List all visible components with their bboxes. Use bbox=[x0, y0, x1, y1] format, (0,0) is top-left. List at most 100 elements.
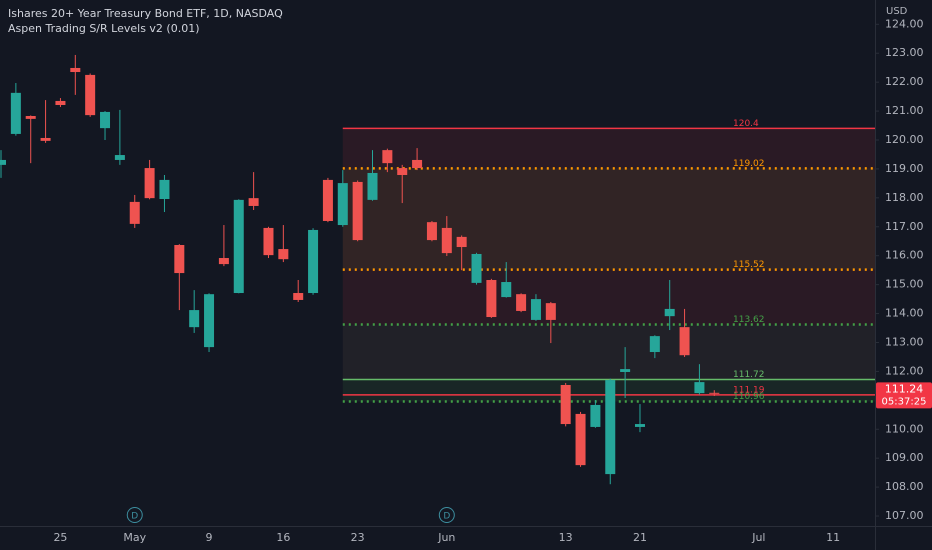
zone-fill bbox=[342, 128, 875, 169]
candle-body bbox=[189, 310, 200, 328]
y-tick-label: 108.00 bbox=[885, 480, 924, 493]
y-tick-label: 107.00 bbox=[885, 509, 924, 522]
x-tick-label: 16 bbox=[276, 531, 290, 544]
sr-level-label: 111.72 bbox=[733, 370, 765, 380]
candle-body bbox=[456, 236, 467, 248]
candle-body bbox=[575, 413, 586, 466]
candle-body bbox=[129, 201, 140, 224]
candle-body bbox=[308, 229, 319, 294]
sr-level-label: 115.52 bbox=[733, 260, 765, 270]
candle-body bbox=[248, 198, 259, 206]
zone-fill bbox=[342, 269, 875, 325]
candle-body bbox=[664, 308, 675, 317]
candle-body bbox=[204, 294, 215, 348]
candle-body bbox=[100, 111, 111, 129]
y-tick-label: 123.00 bbox=[885, 46, 924, 59]
y-tick-label: 120.00 bbox=[885, 133, 924, 146]
candle-body bbox=[263, 227, 274, 256]
last-price-box bbox=[876, 382, 932, 409]
candle-body bbox=[501, 282, 512, 298]
x-tick-label: 9 bbox=[206, 531, 213, 544]
candle-body bbox=[55, 100, 66, 105]
candle-body bbox=[545, 303, 556, 320]
event-marker bbox=[126, 507, 143, 523]
candle-body bbox=[40, 137, 51, 141]
zone-fill bbox=[342, 168, 875, 270]
candle-body bbox=[322, 179, 333, 221]
x-tick-label: Jul bbox=[751, 531, 765, 544]
event-marker bbox=[438, 507, 455, 523]
candle-body bbox=[620, 369, 631, 372]
candle-body bbox=[352, 181, 363, 241]
sr-level-label: 119.02 bbox=[733, 159, 765, 169]
y-tick-label: 122.00 bbox=[885, 75, 924, 88]
candle-body bbox=[0, 159, 6, 165]
candle-body bbox=[412, 159, 423, 169]
last-price-label: 111.24 bbox=[885, 382, 924, 395]
candle-body bbox=[337, 183, 348, 226]
sr-level-label: 113.62 bbox=[733, 315, 765, 325]
x-tick-label: Jun bbox=[437, 531, 455, 544]
currency-label: USD bbox=[886, 6, 908, 17]
candle-body bbox=[694, 382, 705, 394]
x-tick-label: 21 bbox=[633, 531, 647, 544]
y-tick-label: 110.00 bbox=[885, 422, 924, 435]
x-tick-label: 23 bbox=[351, 531, 365, 544]
x-tick-label: May bbox=[123, 531, 146, 544]
sr-level-label: 110.96 bbox=[733, 392, 765, 402]
candle-body bbox=[679, 327, 690, 356]
candle-body bbox=[382, 150, 393, 164]
plot-area: 120.4 119.02 115.52 113.62 111.72 111.19110.9… bbox=[0, 54, 875, 485]
y-tick-label: 119.00 bbox=[885, 162, 924, 175]
y-tick-label: 109.00 bbox=[885, 451, 924, 464]
y-tick-label: 116.00 bbox=[885, 249, 924, 262]
candle-body bbox=[70, 67, 81, 73]
candle-body bbox=[233, 199, 244, 294]
y-tick-label: 115.00 bbox=[885, 278, 924, 291]
candle-body bbox=[397, 168, 408, 175]
candle-body bbox=[590, 404, 601, 427]
y-tick-label: 117.00 bbox=[885, 220, 924, 233]
candle-body bbox=[159, 179, 170, 200]
countdown-label: 05:37:25 bbox=[882, 396, 927, 407]
x-tick-label: 11 bbox=[826, 531, 840, 544]
y-tick-label: 113.00 bbox=[885, 335, 924, 348]
candle-body bbox=[605, 380, 616, 475]
sr-level-label: 120.4 bbox=[733, 119, 759, 129]
y-tick-label: 114.00 bbox=[885, 307, 924, 320]
candle-body bbox=[441, 227, 452, 254]
zone-fill bbox=[342, 324, 875, 380]
candle-body bbox=[367, 172, 378, 200]
candle-body bbox=[218, 258, 229, 265]
candle-body bbox=[293, 293, 304, 300]
candle-body bbox=[560, 385, 571, 425]
candle-body bbox=[649, 336, 660, 353]
y-tick-label: 112.00 bbox=[885, 364, 924, 377]
candle-body bbox=[709, 392, 720, 394]
candle-body bbox=[10, 92, 21, 134]
candle-body bbox=[278, 249, 289, 260]
y-tick-label: 124.00 bbox=[885, 17, 924, 30]
x-tick-label: 25 bbox=[53, 531, 67, 544]
y-tick-label: 121.00 bbox=[885, 104, 924, 117]
candle-body bbox=[144, 168, 155, 199]
x-tick-label: 13 bbox=[559, 531, 573, 544]
sr-level-label: 111.19 bbox=[733, 385, 765, 395]
chart-title: Ishares 20+ Year Treasury Bond ETF, 1D, … bbox=[8, 7, 283, 20]
y-tick-label: 118.00 bbox=[885, 191, 924, 204]
candle-body bbox=[471, 253, 482, 283]
candle-body bbox=[426, 222, 437, 241]
candle-body bbox=[114, 155, 125, 160]
event-label: D bbox=[443, 512, 450, 522]
candle-body bbox=[530, 299, 541, 320]
candle-body bbox=[486, 280, 497, 318]
candle-body bbox=[174, 245, 185, 274]
indicator-name: Aspen Trading S/R Levels v2 (0.01) bbox=[8, 22, 200, 35]
candle-body bbox=[85, 74, 96, 116]
candle-body bbox=[25, 115, 36, 119]
candle-body bbox=[634, 424, 645, 427]
candle-body bbox=[516, 294, 527, 311]
